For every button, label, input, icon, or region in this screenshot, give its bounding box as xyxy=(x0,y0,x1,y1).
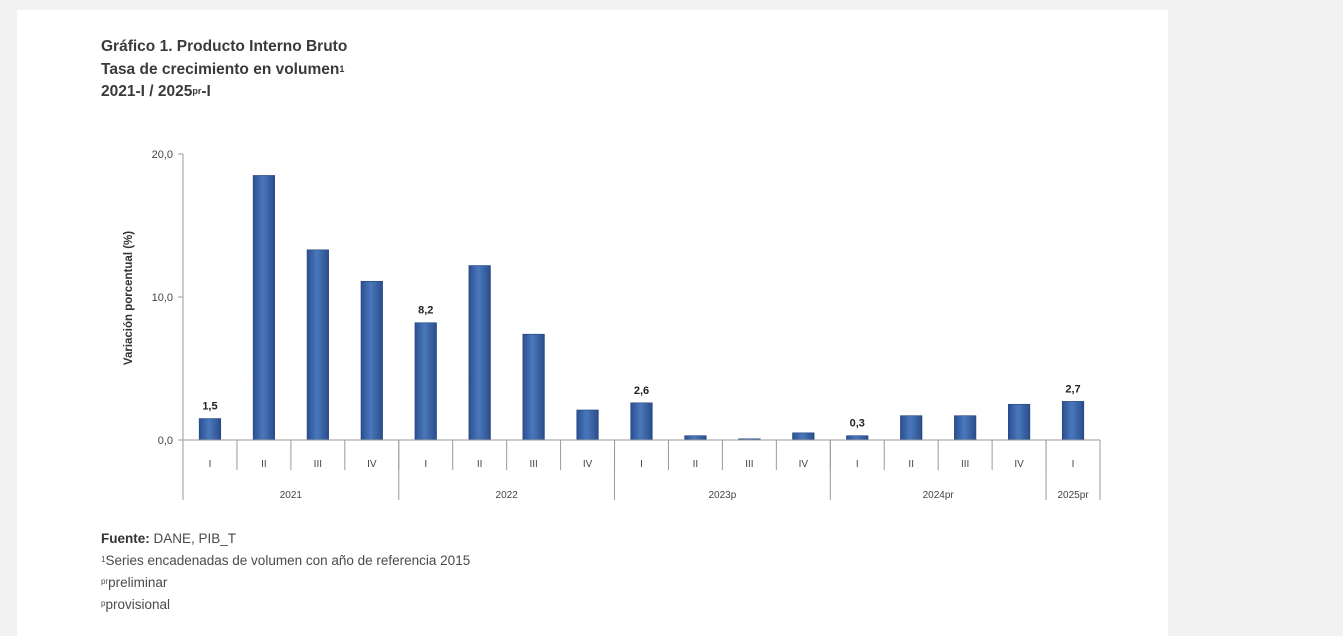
bar xyxy=(846,435,869,441)
x-group-label: 2023p xyxy=(709,490,737,501)
chart-title-line1: Gráfico 1. Producto Interno Bruto xyxy=(101,38,348,55)
chart-title-line3-sup: pr xyxy=(192,86,202,96)
x-category-labels: I II III IV I II III IV I II III IV I II III IV I xyxy=(209,459,1075,470)
x-category-label: III xyxy=(314,459,322,470)
bar xyxy=(1061,401,1085,441)
footer-source: Fuente: DANE, PIB_T xyxy=(101,528,470,550)
data-label: 8,2 xyxy=(418,305,433,317)
bar xyxy=(414,322,437,441)
chart-title-line2-text: Tasa de crecimiento en volumen xyxy=(101,60,340,78)
footer-note-1: 1Series encadenadas de volumen con año d… xyxy=(101,550,470,572)
footer-source-label: Fuente: xyxy=(101,531,150,546)
x-category-label: I xyxy=(856,459,859,470)
y-axis-labels: 0,0 10,0 20,0 xyxy=(152,149,173,447)
bar xyxy=(630,402,653,441)
bar xyxy=(468,265,491,441)
x-category-label: IV xyxy=(1014,459,1024,470)
data-labels: 1,5 8,2 2,6 0,3 2,7 xyxy=(202,305,1080,430)
x-category-label: I xyxy=(424,459,427,470)
data-label: 0,3 xyxy=(850,418,865,430)
x-category-label: I xyxy=(209,459,212,470)
bar xyxy=(576,409,599,441)
chart-title-block: Gráfico 1. Producto Interno Bruto Tasa d… xyxy=(101,36,347,104)
bar xyxy=(360,280,383,441)
x-category-label: III xyxy=(529,459,537,470)
x-group-label: 2025pr xyxy=(1057,490,1089,501)
bar xyxy=(684,435,707,441)
bar xyxy=(198,418,222,441)
x-group-label: 2024pr xyxy=(923,490,955,501)
chart-footer: Fuente: DANE, PIB_T 1Series encadenadas … xyxy=(101,528,470,616)
y-axis-label: Variación porcentual (%) xyxy=(123,231,135,365)
x-category-label: IV xyxy=(799,459,809,470)
x-category-label: II xyxy=(908,459,914,470)
footer-note-3: pprovisional xyxy=(101,594,470,616)
footer-note-3-sup: p xyxy=(101,599,106,608)
x-category-label: IV xyxy=(583,459,593,470)
footer-note-2: prpreliminar xyxy=(101,572,470,594)
bar xyxy=(306,249,329,441)
x-group-labels: 2021 2022 2023p 2024pr 2025pr xyxy=(280,490,1090,501)
footer-note-3-text: provisional xyxy=(105,597,170,612)
bar xyxy=(522,333,545,441)
data-label: 1,5 xyxy=(202,401,217,413)
footer-note-1-text: Series encadenadas de volumen con año de… xyxy=(105,553,471,568)
bar xyxy=(900,415,923,441)
footer-source-text: DANE, PIB_T xyxy=(149,531,237,546)
y-tick-label: 0,0 xyxy=(158,435,173,447)
chart-title-line3-pre: 2021-I / 2025 xyxy=(101,83,193,100)
y-tick-label: 20,0 xyxy=(152,149,173,161)
data-label: 2,6 xyxy=(634,385,649,397)
x-category-label: II xyxy=(477,459,483,470)
footer-note-2-sup: pr xyxy=(101,577,109,586)
chart-title-line3: 2021-I / 2025pr-I xyxy=(101,81,347,104)
axes xyxy=(178,153,1101,500)
x-category-label: III xyxy=(961,459,969,470)
chart-title-line2: Tasa de crecimiento en volumen1 xyxy=(101,59,347,82)
y-tick-label: 10,0 xyxy=(152,292,173,304)
x-category-label: II xyxy=(261,459,267,470)
x-group-label: 2022 xyxy=(496,490,519,501)
footer-note-1-sup: 1 xyxy=(101,555,106,564)
footer-note-2-text: preliminar xyxy=(108,575,168,590)
x-group-label: 2021 xyxy=(280,490,303,501)
bar xyxy=(1007,403,1031,441)
bar xyxy=(252,175,276,441)
chart-card xyxy=(17,10,1168,636)
bar xyxy=(792,432,815,441)
data-label: 2,7 xyxy=(1065,383,1080,395)
chart-title-line3-post: -I xyxy=(201,83,211,100)
x-category-label: I xyxy=(640,459,643,470)
chart-title-line2-sup: 1 xyxy=(339,63,345,74)
bars xyxy=(198,175,1085,441)
x-category-label: I xyxy=(1072,459,1075,470)
x-category-label: III xyxy=(745,459,753,470)
bar xyxy=(954,415,977,441)
x-category-label: II xyxy=(693,459,699,470)
x-category-label: IV xyxy=(367,459,377,470)
